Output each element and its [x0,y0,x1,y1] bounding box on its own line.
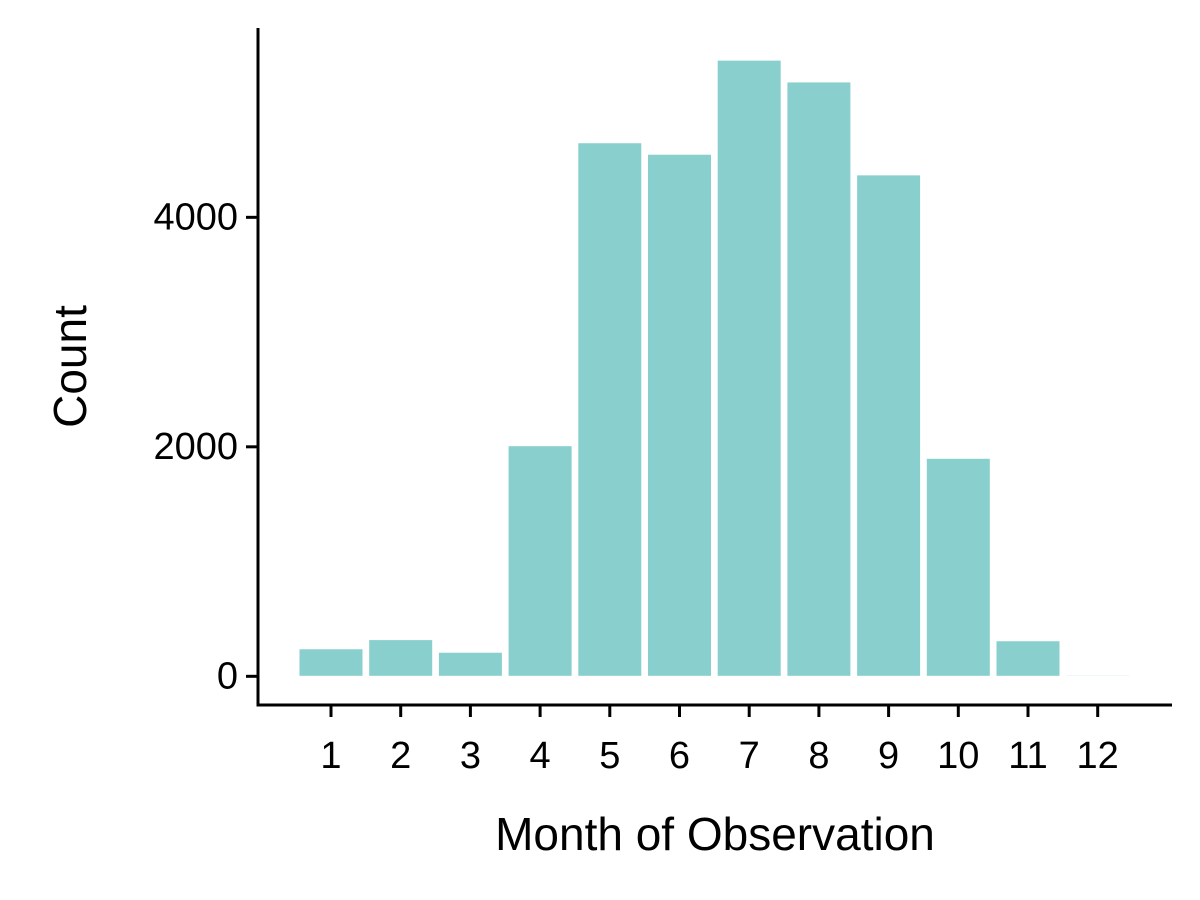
bar-month-3 [437,651,503,677]
bar-month-10 [925,457,991,677]
bar-month-11 [995,640,1061,677]
bar-month-8 [786,81,852,677]
x-ticks: 1 2 3 4 5 6 7 8 9 10 11 12 [320,705,1119,777]
x-tick-label: 10 [937,735,979,777]
x-tick-label: 1 [320,735,341,777]
x-tick-label: 4 [530,735,551,777]
x-axis-title: Month of Observation [495,808,935,860]
x-tick-label: 9 [878,735,899,777]
bar-month-2 [368,639,434,677]
bar-month-6 [647,153,712,677]
bar-month-5 [577,142,643,677]
bar-month-4 [507,445,573,677]
bar-month-1 [298,648,364,677]
x-tick-label: 6 [669,735,690,777]
x-tick-label: 5 [599,735,620,777]
y-ticks: 0 2000 4000 [153,196,258,697]
y-tick-label: 0 [217,655,238,697]
y-axis-title: Count [44,305,96,428]
x-tick-label: 2 [390,735,411,777]
x-tick-label: 3 [460,735,481,777]
y-tick-label: 2000 [153,426,238,468]
bars-layer [298,59,1131,677]
bar-month-9 [856,174,922,677]
x-tick-label: 7 [739,735,760,777]
bar-month-7 [716,59,782,677]
bar-month-12 [1065,674,1131,677]
x-tick-label: 11 [1008,735,1047,777]
x-tick-label: 12 [1077,735,1119,777]
y-tick-label: 4000 [153,196,238,238]
axes-layer [256,28,1172,707]
x-tick-label: 8 [808,735,829,777]
